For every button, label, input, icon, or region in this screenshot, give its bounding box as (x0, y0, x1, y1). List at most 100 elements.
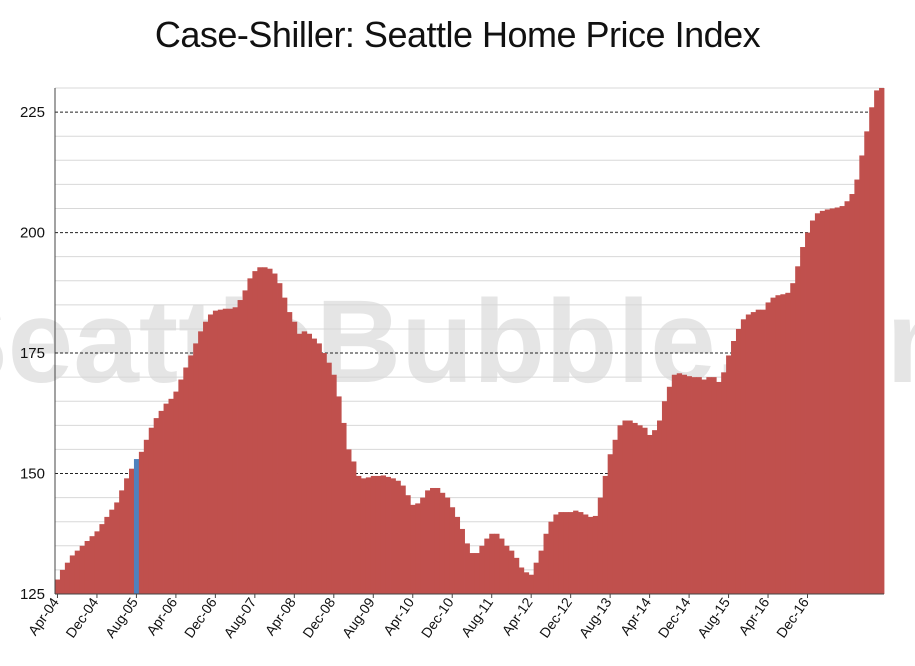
y-tick-label: 150 (20, 466, 45, 483)
bar (548, 521, 554, 594)
bar (454, 516, 461, 594)
bar (247, 278, 253, 594)
bar (666, 386, 673, 594)
bar (262, 267, 268, 594)
bar (395, 480, 401, 594)
bar (657, 420, 663, 594)
bar (726, 355, 732, 594)
bar (627, 420, 633, 594)
bar (222, 308, 229, 594)
bar (578, 512, 584, 594)
bar (168, 398, 174, 594)
bar (721, 372, 727, 594)
x-tick-label: Aug-05 (102, 594, 141, 640)
bar (731, 341, 737, 594)
bar (286, 312, 293, 594)
bar (592, 515, 599, 594)
bar (400, 485, 406, 594)
bar (212, 310, 219, 594)
bar (632, 422, 638, 594)
bar (336, 396, 342, 594)
bar (874, 90, 880, 595)
bar (489, 533, 495, 594)
bar (158, 410, 164, 594)
bar (370, 475, 377, 594)
bar (356, 475, 362, 594)
bar (405, 495, 411, 594)
bar (582, 514, 589, 594)
bar (508, 550, 515, 594)
bar (104, 516, 110, 594)
bar (193, 343, 199, 594)
bar (686, 376, 692, 594)
bar (346, 449, 352, 594)
bar (780, 294, 786, 594)
bar (267, 268, 273, 594)
y-tick-label: 225 (20, 104, 45, 121)
bar (252, 271, 258, 594)
bar (809, 220, 816, 594)
bar (385, 476, 391, 594)
bar (257, 267, 263, 594)
x-tick-label: Dec-06 (181, 594, 220, 640)
bar (691, 377, 697, 594)
bar (469, 553, 475, 594)
bar (864, 131, 870, 594)
x-tick-label: Aug-11 (458, 594, 497, 639)
bar (281, 297, 288, 594)
bar (351, 461, 357, 594)
bar (849, 194, 855, 594)
x-tick-label: Apr-10 (380, 594, 417, 638)
bar (553, 514, 559, 594)
x-tick-label: Dec-08 (299, 594, 338, 640)
bar (513, 557, 520, 594)
bar (647, 434, 653, 594)
bar (64, 562, 71, 594)
bar (706, 377, 712, 594)
bar (587, 516, 594, 594)
x-tick-label: Apr-06 (143, 594, 180, 638)
bar (124, 478, 130, 594)
bar (163, 403, 169, 594)
bar (444, 497, 451, 594)
bar (410, 504, 416, 594)
bar (538, 550, 544, 594)
bar (301, 331, 308, 594)
bar (474, 553, 480, 594)
bar (824, 209, 831, 594)
bar (671, 374, 678, 594)
x-tick-label: Dec-10 (418, 594, 457, 640)
bar (331, 374, 337, 594)
bar (770, 297, 776, 594)
bar (198, 331, 204, 594)
bar (380, 475, 387, 594)
bar (464, 543, 470, 594)
bar (183, 367, 189, 594)
bar (153, 418, 160, 594)
bar (420, 497, 426, 594)
bar (484, 538, 490, 594)
bar (696, 377, 702, 594)
bar (854, 179, 860, 595)
bar (375, 475, 382, 594)
bar (607, 454, 614, 594)
bar (326, 362, 332, 594)
bar (681, 374, 688, 594)
bar (365, 477, 372, 594)
bar (129, 468, 135, 594)
x-tick-label: Apr-12 (498, 594, 535, 638)
bar (661, 401, 668, 594)
bar (652, 430, 658, 594)
bar (148, 427, 155, 594)
bar (296, 333, 303, 594)
bar (573, 510, 579, 594)
x-tick-label: Dec-04 (62, 594, 101, 640)
bar (735, 328, 742, 594)
bar (523, 572, 530, 594)
x-tick-label: Aug-09 (339, 594, 378, 640)
bar (819, 210, 826, 594)
y-tick-label: 175 (20, 345, 45, 362)
bar (84, 540, 90, 594)
bar (602, 475, 609, 594)
